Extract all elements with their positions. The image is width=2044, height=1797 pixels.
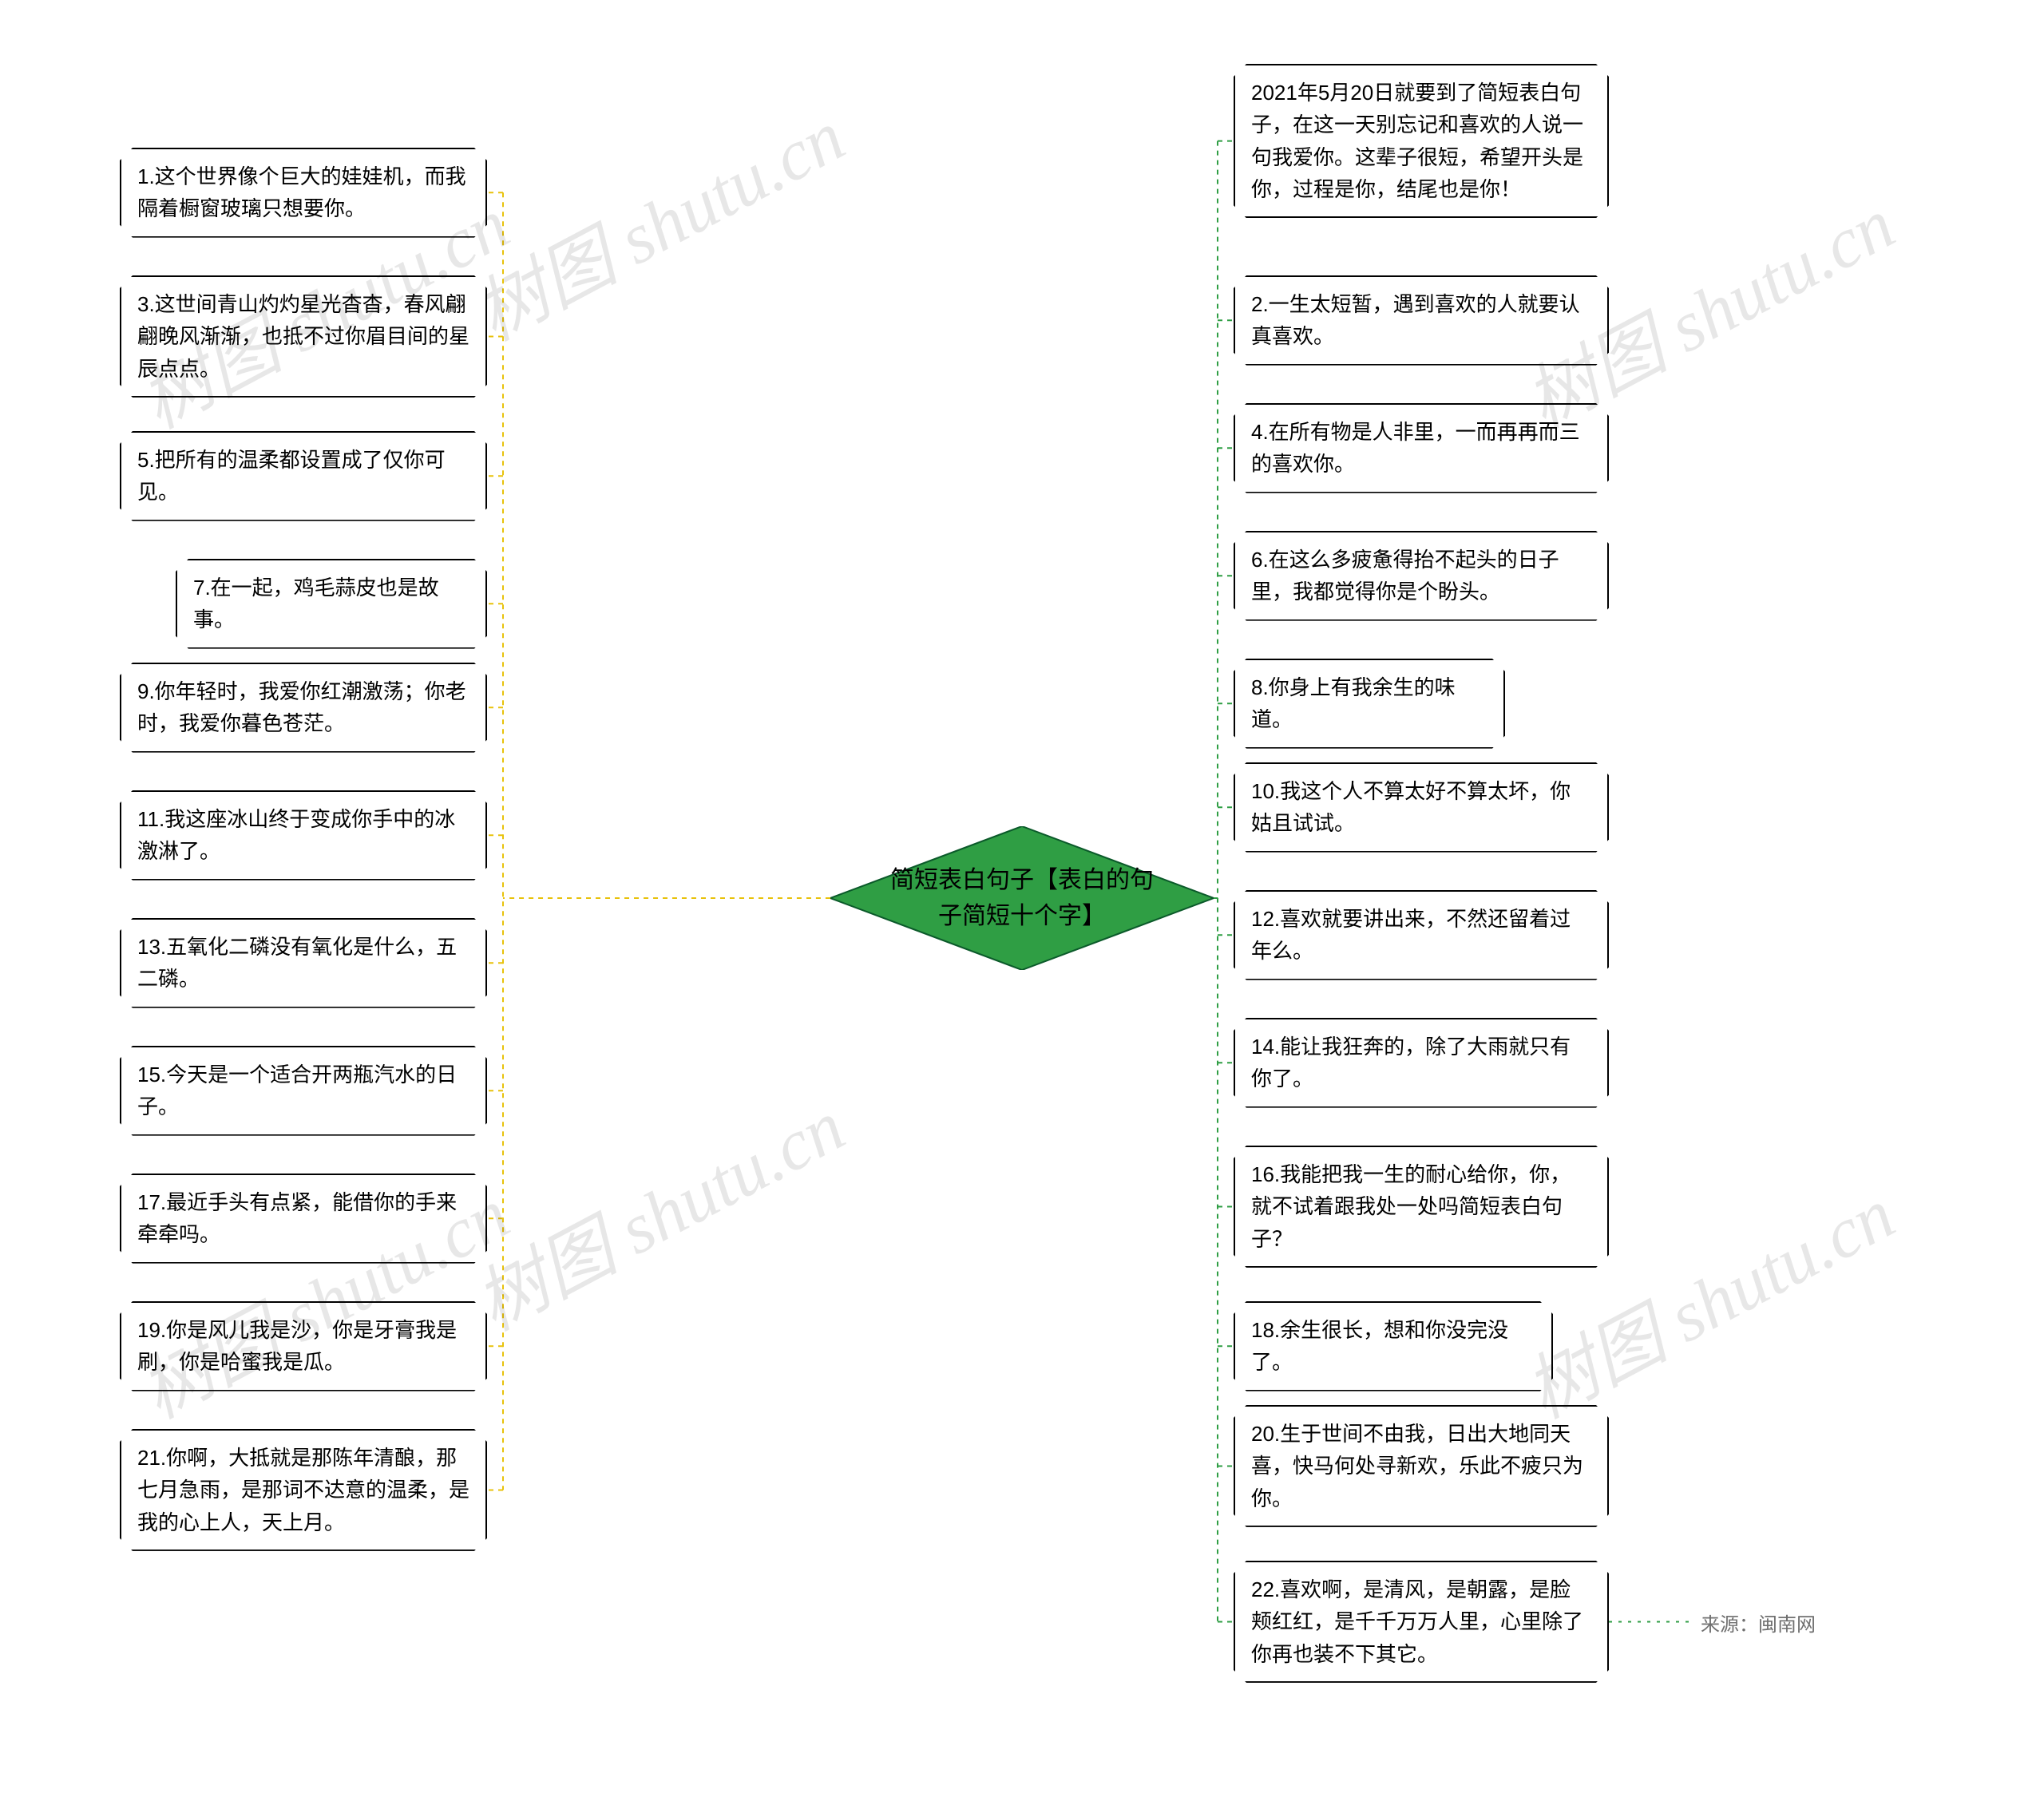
branch-node: 11.我这座冰山终于变成你手中的冰激淋了。 [120, 790, 487, 881]
branch-node: 10.我这个人不算太好不算太坏，你姑且试试。 [1234, 762, 1609, 853]
branch-node: 2021年5月20日就要到了简短表白句子，在这一天别忘记和喜欢的人说一句我爱你。… [1234, 64, 1609, 218]
branch-node: 3.这世间青山灼灼星光杳杳，春风翩翩晚风渐渐，也抵不过你眉目间的星辰点点。 [120, 275, 487, 398]
branch-node: 1.这个世界像个巨大的娃娃机，而我隔着橱窗玻璃只想要你。 [120, 148, 487, 238]
branch-node: 14.能让我狂奔的，除了大雨就只有你了。 [1234, 1018, 1609, 1108]
branch-node: 7.在一起，鸡毛蒜皮也是故事。 [176, 559, 487, 649]
watermark: 树图 shutu.cn [454, 1069, 859, 1350]
branch-node: 8.你身上有我余生的味道。 [1234, 659, 1505, 749]
source-label: 来源：闽南网 [1701, 1609, 1816, 1637]
branch-node: 5.把所有的温柔都设置成了仅你可见。 [120, 431, 487, 521]
center-node: 简短表白句子【表白的句子简短十个字】 [830, 826, 1214, 970]
branch-node: 16.我能把我一生的耐心给你，你，就不试着跟我处一处吗简短表白句子？ [1234, 1146, 1609, 1268]
branch-node: 22.喜欢啊，是清风，是朝露，是脸颊红红，是千千万万人里，心里除了你再也装不下其… [1234, 1561, 1609, 1683]
branch-node: 13.五氧化二磷没有氧化是什么，五二磷。 [120, 918, 487, 1008]
branch-node: 4.在所有物是人非里，一而再再而三的喜欢你。 [1234, 403, 1609, 493]
branch-node: 12.喜欢就要讲出来，不然还留着过年么。 [1234, 890, 1609, 980]
branch-node: 18.余生很长，想和你没完没了。 [1234, 1301, 1553, 1391]
center-label: 简短表白句子【表白的句子简短十个字】 [830, 862, 1214, 934]
branch-node: 2.一生太短暂，遇到喜欢的人就要认真喜欢。 [1234, 275, 1609, 366]
watermark: 树图 shutu.cn [454, 79, 859, 360]
branch-node: 15.今天是一个适合开两瓶汽水的日子。 [120, 1046, 487, 1136]
branch-node: 21.你啊，大抵就是那陈年清酿，那七月急雨，是那词不达意的温柔，是我的心上人，天… [120, 1429, 487, 1551]
branch-node: 19.你是风儿我是沙，你是牙膏我是刷，你是哈蜜我是瓜。 [120, 1301, 487, 1391]
mindmap-canvas: 简短表白句子【表白的句子简短十个字】 1.这个世界像个巨大的娃娃机，而我隔着橱窗… [0, 0, 2044, 1797]
branch-node: 17.最近手头有点紧，能借你的手来牵牵吗。 [120, 1174, 487, 1264]
branch-node: 6.在这么多疲惫得抬不起头的日子里，我都觉得你是个盼头。 [1234, 531, 1609, 621]
branch-node: 20.生于世间不由我，日出大地同天喜，快马何处寻新欢，乐此不疲只为你。 [1234, 1405, 1609, 1527]
branch-node: 9.你年轻时，我爱你红潮激荡；你老时，我爱你暮色苍茫。 [120, 663, 487, 753]
